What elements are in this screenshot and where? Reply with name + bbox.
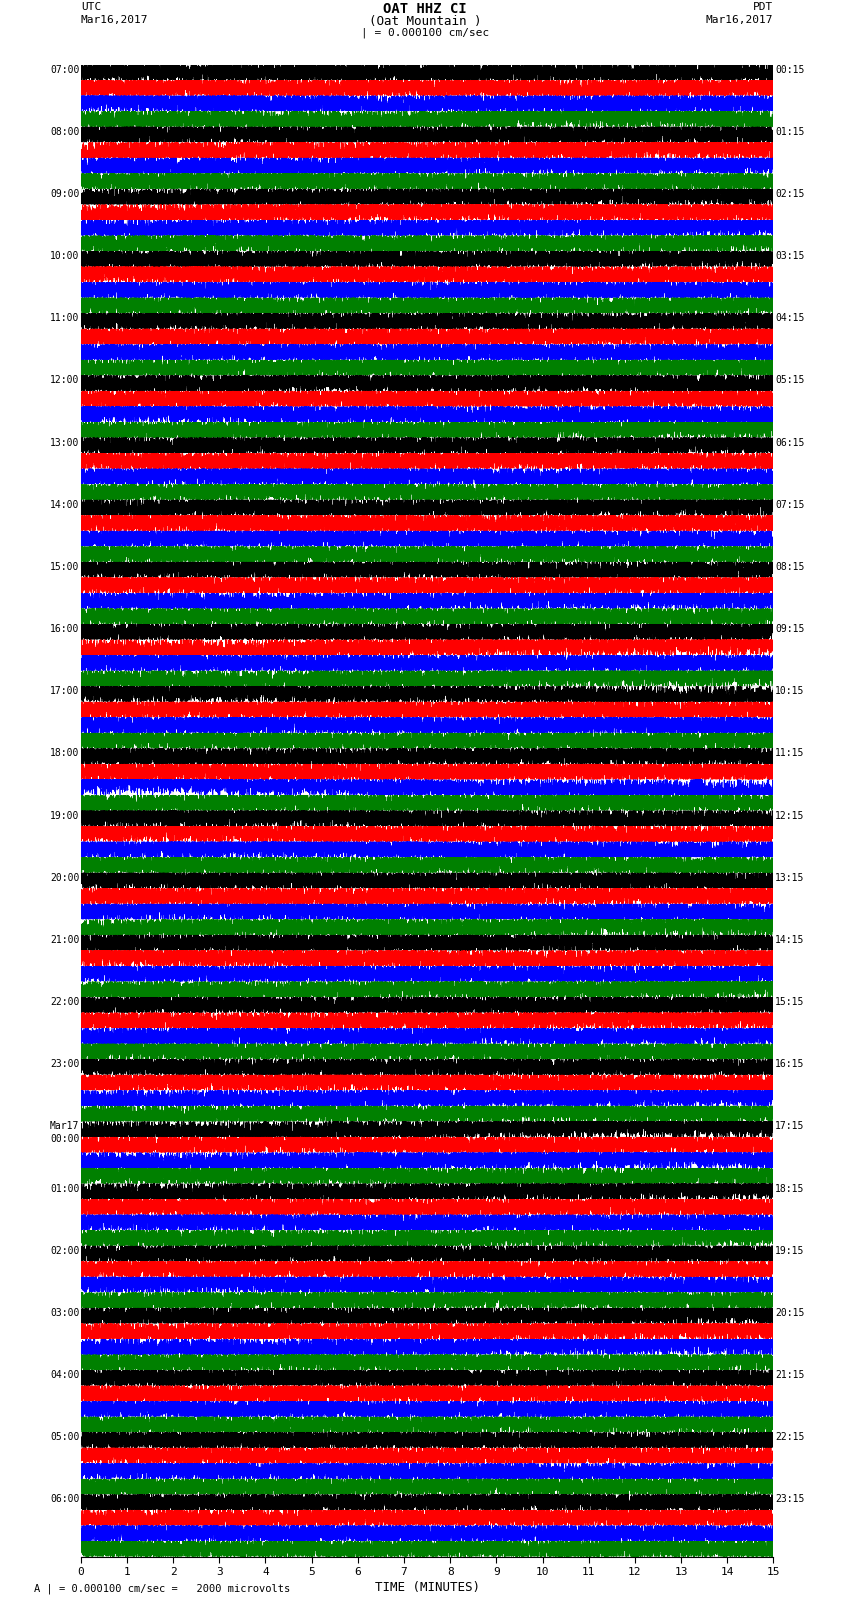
Text: 09:00: 09:00 bbox=[50, 189, 79, 198]
Text: 02:15: 02:15 bbox=[775, 189, 804, 198]
X-axis label: TIME (MINUTES): TIME (MINUTES) bbox=[375, 1581, 479, 1594]
Text: 03:15: 03:15 bbox=[775, 252, 804, 261]
Text: 13:00: 13:00 bbox=[50, 437, 79, 447]
Text: 21:00: 21:00 bbox=[50, 936, 79, 945]
Text: 12:15: 12:15 bbox=[775, 810, 804, 821]
Text: 13:15: 13:15 bbox=[775, 873, 804, 882]
Text: 02:00: 02:00 bbox=[50, 1245, 79, 1255]
Text: 18:00: 18:00 bbox=[50, 748, 79, 758]
Text: UTC: UTC bbox=[81, 3, 101, 13]
Text: 07:15: 07:15 bbox=[775, 500, 804, 510]
Text: 16:15: 16:15 bbox=[775, 1060, 804, 1069]
Text: 17:15: 17:15 bbox=[775, 1121, 804, 1131]
Text: 01:15: 01:15 bbox=[775, 127, 804, 137]
Text: 07:00: 07:00 bbox=[50, 65, 79, 74]
Text: 15:00: 15:00 bbox=[50, 561, 79, 573]
Text: 10:15: 10:15 bbox=[775, 686, 804, 697]
Text: 18:15: 18:15 bbox=[775, 1184, 804, 1194]
Text: A | = 0.000100 cm/sec =   2000 microvolts: A | = 0.000100 cm/sec = 2000 microvolts bbox=[34, 1582, 290, 1594]
Text: 10:00: 10:00 bbox=[50, 252, 79, 261]
Text: 06:00: 06:00 bbox=[50, 1494, 79, 1505]
Text: 14:00: 14:00 bbox=[50, 500, 79, 510]
Text: Mar16,2017: Mar16,2017 bbox=[706, 15, 774, 24]
Text: 23:00: 23:00 bbox=[50, 1060, 79, 1069]
Text: 09:15: 09:15 bbox=[775, 624, 804, 634]
Text: 00:00: 00:00 bbox=[50, 1134, 79, 1144]
Text: 05:15: 05:15 bbox=[775, 376, 804, 386]
Text: 22:15: 22:15 bbox=[775, 1432, 804, 1442]
Text: OAT HHZ CI: OAT HHZ CI bbox=[383, 3, 467, 16]
Text: Mar16,2017: Mar16,2017 bbox=[81, 15, 148, 24]
Text: 04:15: 04:15 bbox=[775, 313, 804, 323]
Text: 22:00: 22:00 bbox=[50, 997, 79, 1007]
Text: PDT: PDT bbox=[753, 3, 774, 13]
Text: 14:15: 14:15 bbox=[775, 936, 804, 945]
Text: 17:00: 17:00 bbox=[50, 686, 79, 697]
Text: 19:00: 19:00 bbox=[50, 810, 79, 821]
Text: 11:00: 11:00 bbox=[50, 313, 79, 323]
Text: 11:15: 11:15 bbox=[775, 748, 804, 758]
Text: (Oat Mountain ): (Oat Mountain ) bbox=[369, 15, 481, 27]
Text: 15:15: 15:15 bbox=[775, 997, 804, 1007]
Text: | = 0.000100 cm/sec: | = 0.000100 cm/sec bbox=[361, 27, 489, 39]
Text: 05:00: 05:00 bbox=[50, 1432, 79, 1442]
Text: 04:00: 04:00 bbox=[50, 1369, 79, 1381]
Text: 16:00: 16:00 bbox=[50, 624, 79, 634]
Text: 08:15: 08:15 bbox=[775, 561, 804, 573]
Text: 03:00: 03:00 bbox=[50, 1308, 79, 1318]
Text: 19:15: 19:15 bbox=[775, 1245, 804, 1255]
Text: 08:00: 08:00 bbox=[50, 127, 79, 137]
Text: 23:15: 23:15 bbox=[775, 1494, 804, 1505]
Text: 20:15: 20:15 bbox=[775, 1308, 804, 1318]
Text: 00:15: 00:15 bbox=[775, 65, 804, 74]
Text: Mar17: Mar17 bbox=[50, 1121, 79, 1131]
Text: 01:00: 01:00 bbox=[50, 1184, 79, 1194]
Text: 21:15: 21:15 bbox=[775, 1369, 804, 1381]
Text: 12:00: 12:00 bbox=[50, 376, 79, 386]
Text: 06:15: 06:15 bbox=[775, 437, 804, 447]
Text: 20:00: 20:00 bbox=[50, 873, 79, 882]
